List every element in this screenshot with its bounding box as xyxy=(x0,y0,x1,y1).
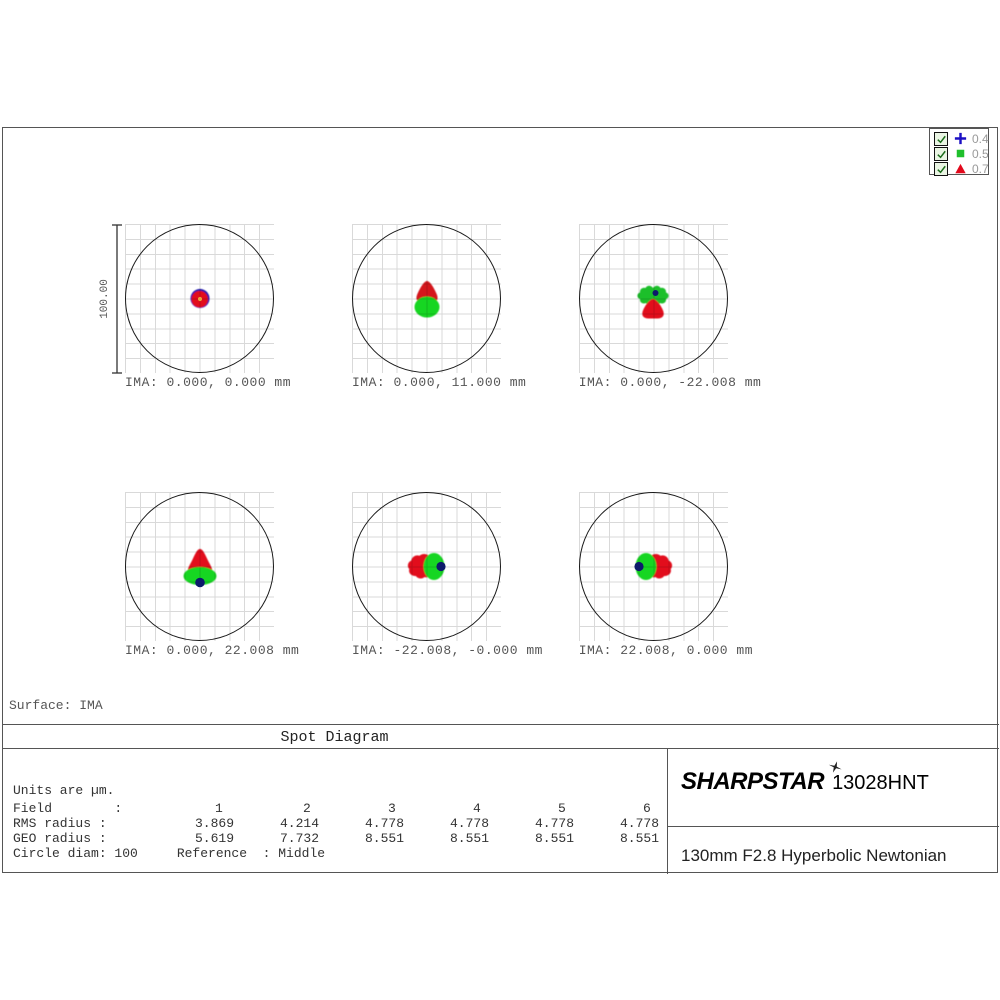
svg-text:100.00: 100.00 xyxy=(99,279,111,319)
